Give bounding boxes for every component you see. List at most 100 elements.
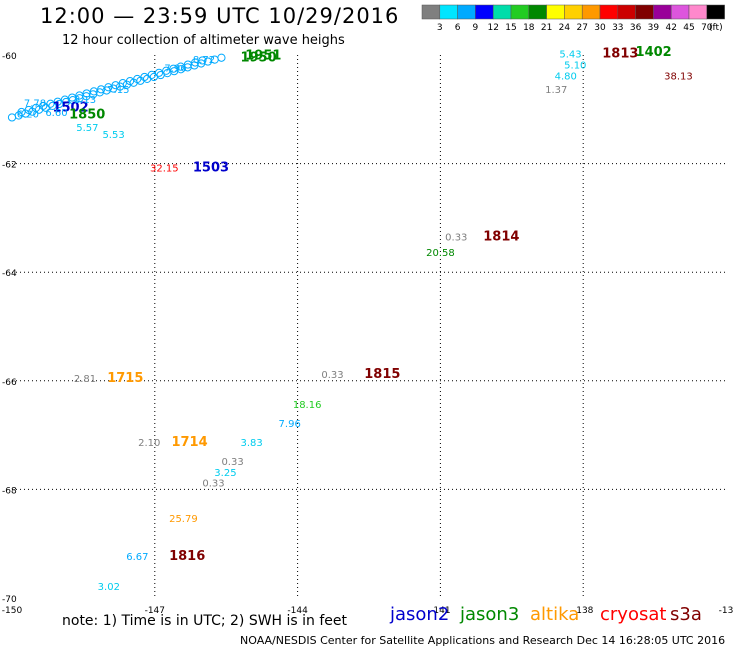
x-tick-label: -144 (287, 606, 308, 616)
scale-label: 9 (473, 23, 479, 33)
time-label: 1815 (364, 367, 400, 382)
scale-swatch (510, 4, 530, 20)
scale-swatch (528, 4, 547, 20)
scale-swatch (457, 4, 476, 20)
jason3-track-point (140, 72, 149, 82)
scale-label: 36 (630, 23, 642, 33)
swh-label: 0.33 (202, 479, 224, 490)
jason3-track-point (75, 91, 84, 100)
swh-label: 5.57 (76, 123, 98, 134)
swh-label: 6.20 (17, 109, 39, 120)
swh-label: 3.83 (240, 438, 262, 449)
jason3-track-point (133, 74, 142, 84)
time-label: 1714 (171, 435, 207, 450)
jason3-track-point (24, 105, 33, 115)
scale-label: 27 (576, 23, 587, 33)
x-tick-label: -150 (2, 606, 23, 616)
jason2-track-point (7, 113, 17, 122)
legend-altika: altika (530, 604, 580, 625)
y-tick-label: -62 (2, 161, 17, 171)
scale-swatch (688, 4, 708, 20)
jason3-track-point (176, 62, 185, 71)
swh-label: 0.33 (321, 370, 343, 381)
scale-label: 6 (455, 23, 461, 33)
time-label: 1813 (602, 47, 638, 62)
time-label: 1503 (193, 161, 229, 176)
jason3-track-point (162, 66, 171, 75)
scale-swatch (439, 4, 458, 20)
scale-label: 24 (559, 23, 571, 33)
page-subtitle: 12 hour collection of altimeter wave hei… (62, 33, 345, 48)
jason3-track-point (97, 85, 106, 94)
swh-label: 1.37 (545, 85, 567, 96)
jason3-track-point (183, 60, 193, 69)
jason3-track-point (198, 56, 207, 65)
footnote: note: 1) Time is in UTC; 2) SWH is in fe… (62, 613, 348, 629)
jason3-track-point (39, 101, 48, 110)
credit-line: NOAA/NESDIS Center for Satellite Applica… (240, 634, 726, 647)
scale-swatch (581, 4, 601, 20)
scale-label: 33 (612, 23, 623, 33)
jason3-track-point (89, 87, 98, 96)
jason3-track-point (82, 89, 91, 98)
y-tick-label: -66 (2, 378, 17, 388)
jason3-track-point (118, 79, 127, 88)
swh-label: 5.43 (559, 50, 581, 61)
scale-swatch (421, 4, 441, 20)
swh-label: 2.10 (138, 438, 160, 449)
jason3-track-point (60, 95, 70, 104)
scale-label: 42 (665, 23, 676, 33)
color-scale-legend: 3 6 9 12 15 18 21 24 27 30 33 36 39 42 45 70(ft) (421, 4, 725, 33)
scale-label: 21 (541, 23, 552, 33)
swh-label: 32.15 (150, 164, 179, 175)
satellite-tracks (7, 53, 226, 122)
legend-s3a: s3a (670, 604, 702, 625)
swh-label: 6.67 (126, 552, 148, 563)
scale-label: 18 (523, 23, 535, 33)
swh-label: 7.96 (279, 419, 301, 430)
scale-label: 45 (683, 23, 694, 33)
jason3-track-point (169, 64, 178, 73)
legend-jason3: jason3 (460, 604, 520, 625)
scale-swatch (599, 4, 619, 20)
jason3-track-point (53, 97, 62, 106)
swh-label: 8.13 (74, 95, 96, 106)
scale-label: 12 (487, 23, 498, 33)
swh-label: 7.78 (24, 99, 46, 110)
time-label: 1814 (483, 230, 519, 245)
swh-label: 5.10 (564, 61, 586, 72)
legend-cryosat: cryosat (600, 604, 667, 625)
axis-ticks: -150 -147 -144 -141 -138 -13 -60 -62 -64 -66 -68 -7… (2, 52, 734, 616)
time-label: 1816 (169, 549, 205, 564)
scale-swatch (653, 4, 672, 20)
y-tick-label: -64 (2, 269, 17, 279)
swh-label: 20.58 (426, 248, 455, 259)
time-label: 1850 (69, 108, 105, 123)
x-tick-label: -138 (573, 606, 594, 616)
swh-label: 38.13 (664, 71, 693, 82)
legend-jason2: jason2 (390, 604, 450, 625)
scale-label: 39 (648, 23, 660, 33)
jason2-track-point (149, 72, 158, 82)
y-tick-label: -68 (2, 486, 17, 496)
swh-label: 6.60 (45, 108, 67, 119)
jason3-track-point (46, 99, 55, 108)
swh-label: 7.96 (164, 63, 186, 74)
page-title: 12:00 — 23:59 UTC 10/29/2016 (40, 4, 400, 28)
jason3-track-point (31, 103, 41, 112)
scale-label: 15 (505, 23, 516, 33)
jason3-track-point (17, 107, 26, 117)
x-tick-label: -147 (145, 606, 165, 616)
time-label: 1502 (52, 100, 88, 115)
y-tick-label: -60 (2, 52, 17, 62)
scale-label: 3 (437, 23, 443, 33)
swh-label: 3.25 (214, 468, 236, 479)
swh-label: 0.33 (445, 233, 467, 244)
scale-swatch (492, 4, 512, 20)
map-grid (12, 55, 726, 598)
swh-label: 3.02 (98, 582, 120, 593)
y-tick-label: -70 (2, 595, 17, 605)
swh-label: 7.15 (107, 85, 129, 96)
